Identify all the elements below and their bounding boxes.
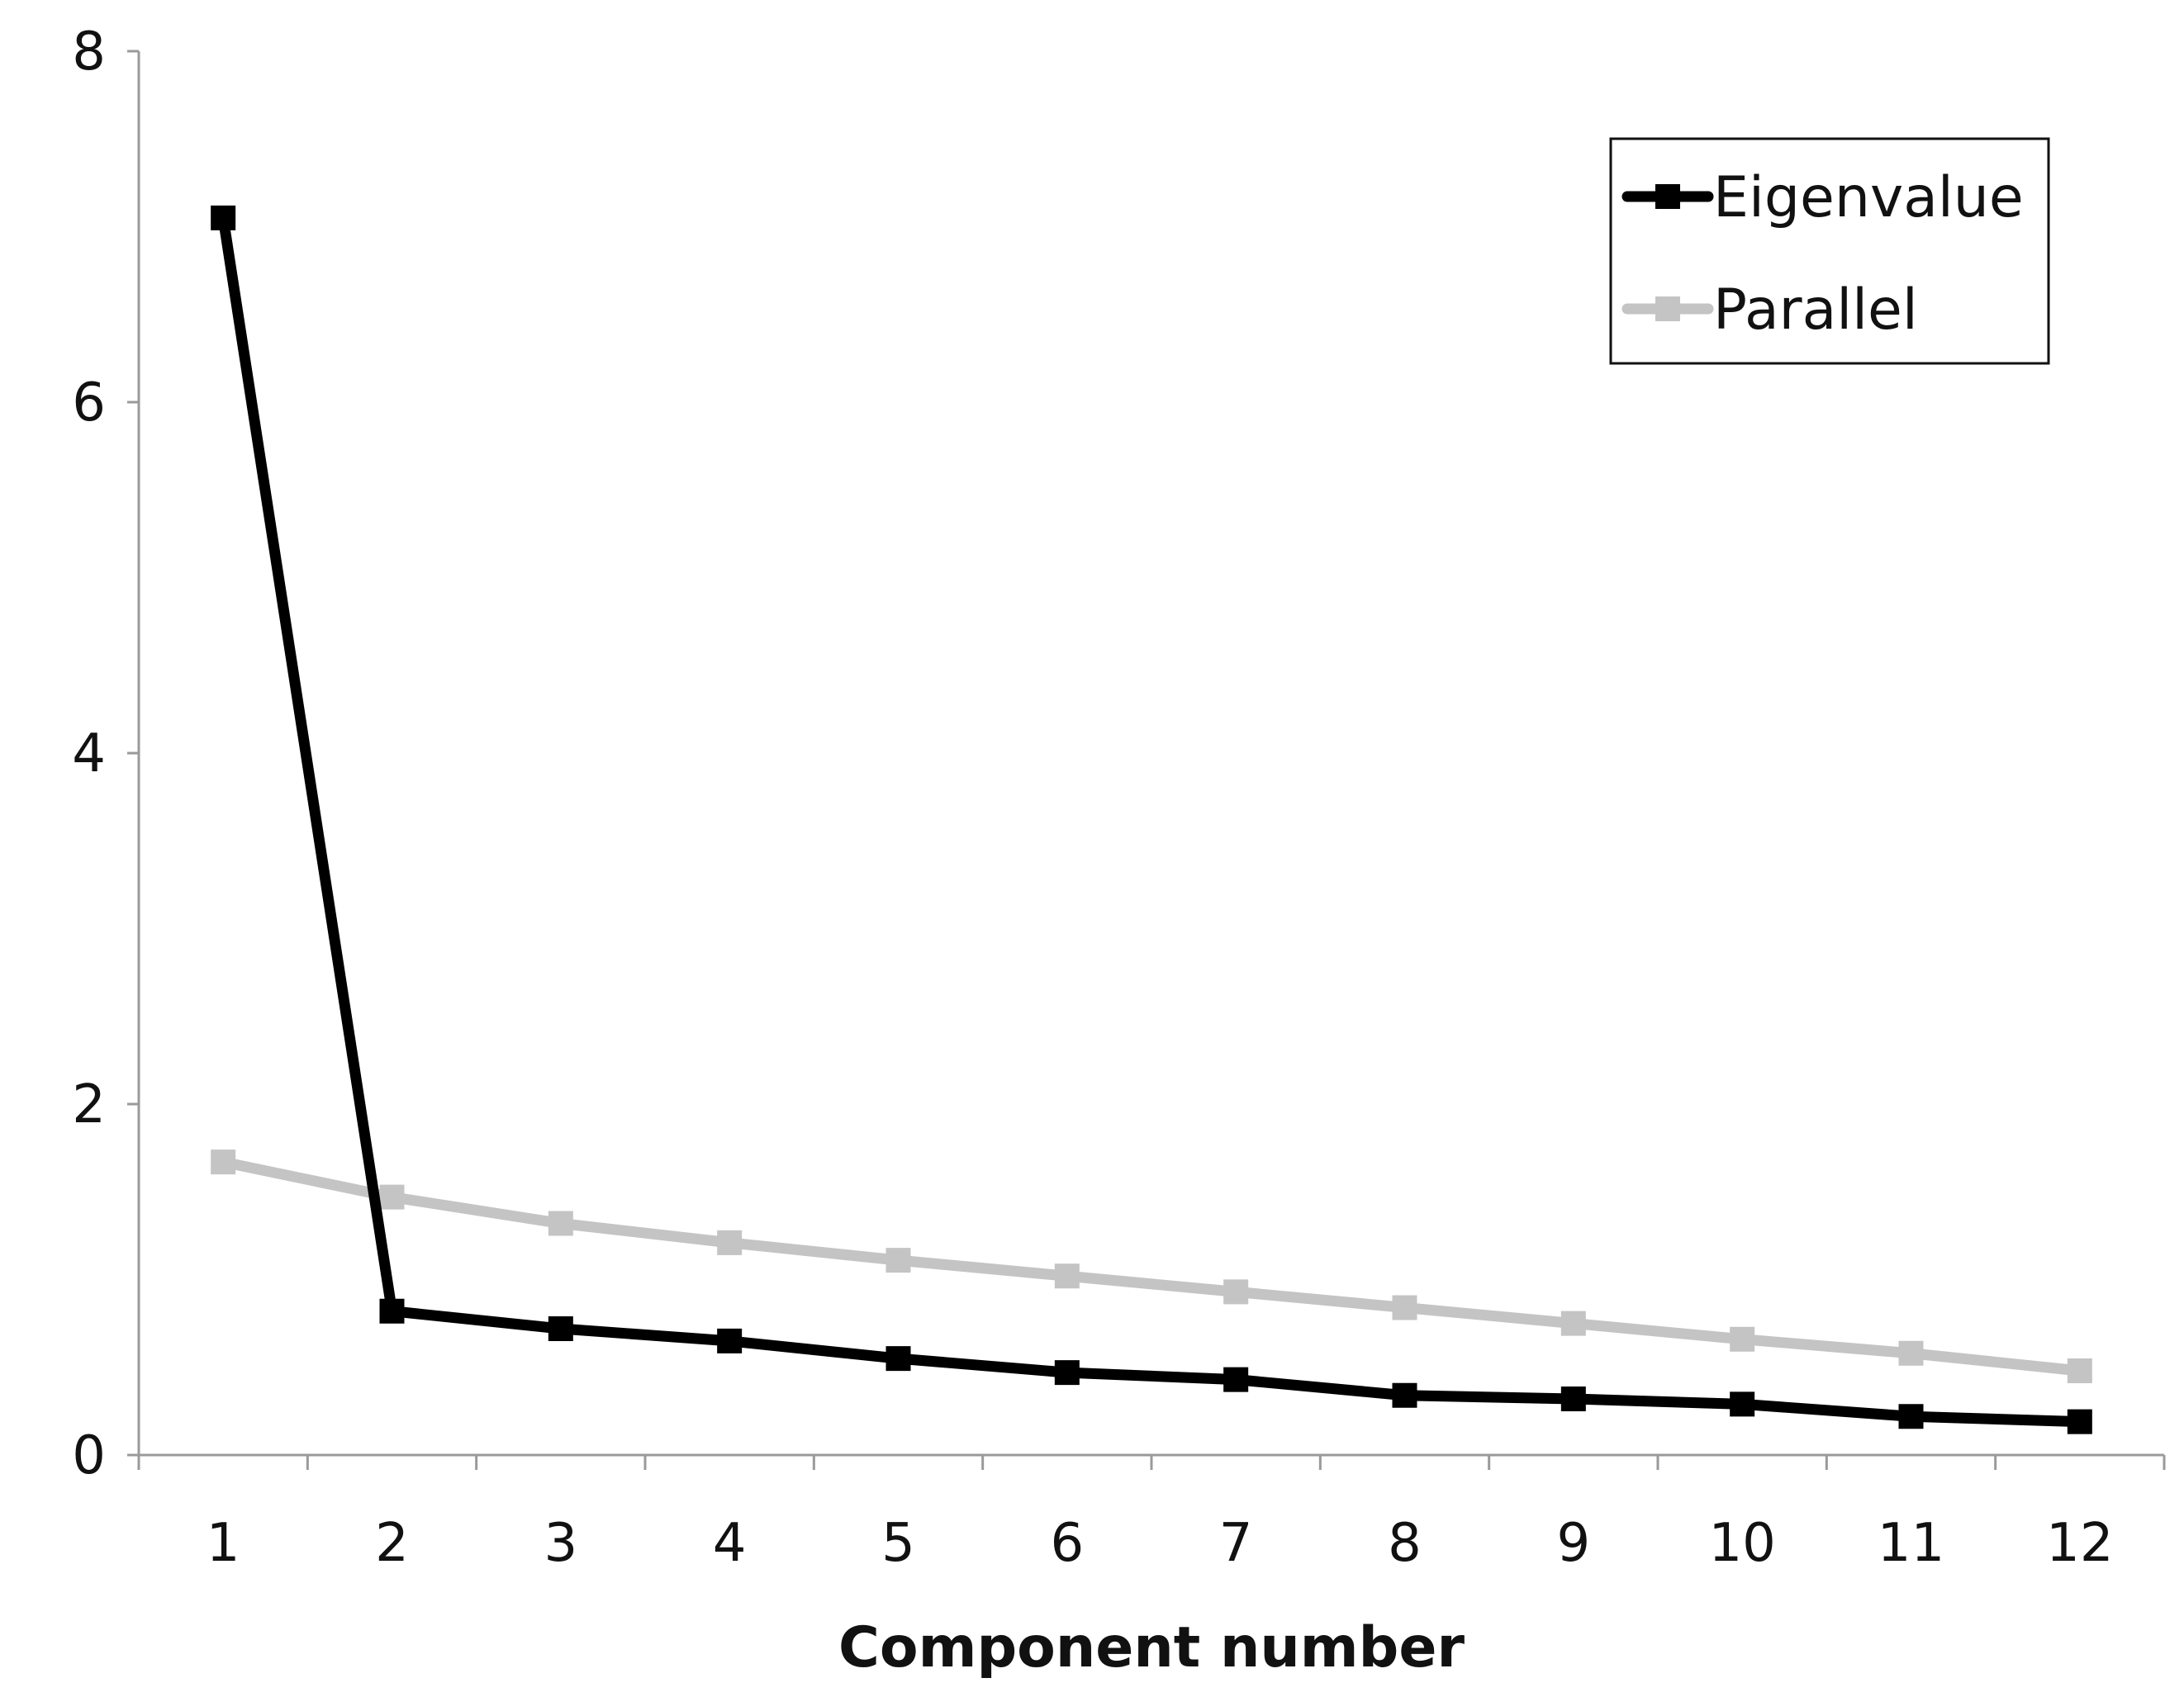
- data-point-eigenvalue: [379, 1298, 405, 1324]
- x-tick-label: 3: [544, 1513, 577, 1574]
- y-axis-ticks: 0 2 4 6 8: [72, 21, 139, 1486]
- y-tick-label: 0: [72, 1425, 106, 1486]
- data-point-eigenvalue: [1054, 1360, 1080, 1386]
- x-tick-label: 1: [207, 1513, 240, 1574]
- x-tick-label: 7: [1219, 1513, 1253, 1574]
- data-point-eigenvalue: [1560, 1387, 1586, 1411]
- legend-label: Eigenvalue: [1713, 165, 2024, 230]
- data-point-eigenvalue: [885, 1346, 911, 1372]
- series-line-eigenvalue: [217, 212, 2086, 1428]
- legend: Eigenvalue Parallel: [1609, 137, 2050, 365]
- legend-label: Parallel: [1713, 277, 1918, 343]
- data-point-parallel: [1054, 1263, 1080, 1289]
- y-tick-label: 2: [72, 1074, 106, 1135]
- x-tick-label: 8: [1388, 1513, 1422, 1574]
- legend-swatch-marker: [1655, 296, 1680, 321]
- data-point-parallel: [379, 1184, 405, 1210]
- legend-swatch-marker: [1655, 184, 1680, 209]
- data-point-eigenvalue: [2067, 1409, 2092, 1434]
- series-parallel: [211, 1150, 2092, 1383]
- data-point-parallel: [2067, 1358, 2092, 1383]
- data-point-parallel: [211, 1150, 236, 1175]
- legend-item-parallel: Parallel: [1621, 277, 1918, 343]
- x-tick-label: 10: [1708, 1513, 1775, 1574]
- x-tick-label: 4: [713, 1513, 747, 1574]
- data-point-parallel: [1223, 1279, 1249, 1305]
- data-point-eigenvalue: [1223, 1367, 1249, 1392]
- data-point-parallel: [717, 1230, 743, 1255]
- data-point-parallel: [548, 1211, 573, 1236]
- x-axis-title: Component number: [838, 1615, 1465, 1680]
- data-point-eigenvalue: [1392, 1382, 1417, 1408]
- x-axis-ticks: 1 2 3 4 5 6 7 8 9 10 11 12: [137, 1455, 2166, 1574]
- data-point-parallel: [1392, 1295, 1417, 1320]
- x-tick-label: 2: [375, 1513, 409, 1574]
- series-layer: [211, 205, 2092, 1434]
- y-tick-label: 8: [72, 21, 106, 83]
- data-point-eigenvalue: [548, 1316, 573, 1341]
- data-point-parallel: [1560, 1311, 1586, 1336]
- data-point-eigenvalue: [717, 1328, 743, 1353]
- x-tick-label: 5: [881, 1513, 915, 1574]
- series-eigenvalue: [211, 205, 2092, 1434]
- y-tick-label: 6: [72, 372, 106, 434]
- x-tick-label: 6: [1050, 1513, 1084, 1574]
- x-tick-label: 9: [1556, 1513, 1590, 1574]
- data-point-eigenvalue: [211, 205, 236, 230]
- data-point-parallel: [1898, 1340, 1924, 1366]
- legend-item-eigenvalue: Eigenvalue: [1621, 165, 2024, 230]
- x-tick-label: 11: [1878, 1513, 1944, 1574]
- y-tick-label: 4: [72, 723, 106, 785]
- legend-box: [1609, 137, 2050, 365]
- data-point-parallel: [1730, 1326, 1755, 1352]
- data-point-eigenvalue: [1898, 1404, 1924, 1429]
- x-tick-label: 12: [2046, 1513, 2113, 1574]
- data-point-parallel: [885, 1248, 911, 1273]
- series-line-parallel: [217, 1156, 2086, 1377]
- data-point-eigenvalue: [1730, 1391, 1755, 1417]
